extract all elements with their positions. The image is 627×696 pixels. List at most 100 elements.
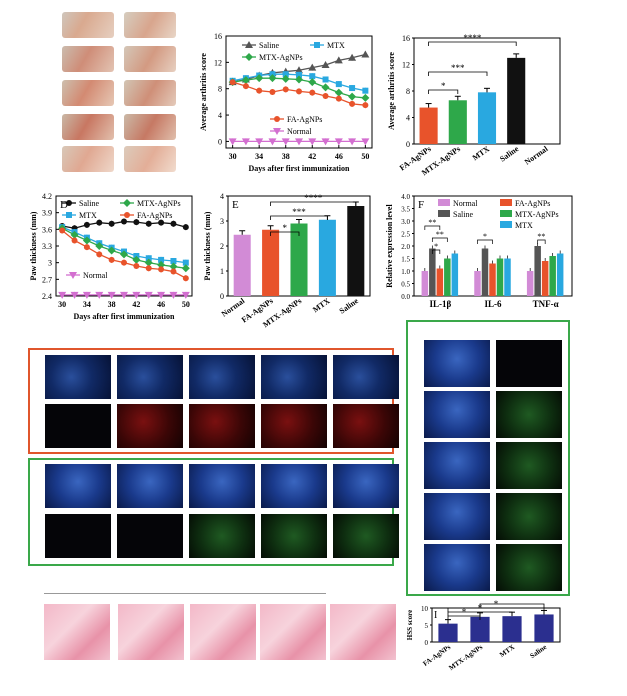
significance-bracket: [270, 201, 357, 206]
panel-label-D: D: [60, 199, 68, 211]
data-point: [83, 221, 90, 228]
significance-label: **: [508, 600, 518, 605]
green-marker-tile: [496, 442, 562, 489]
data-point: [70, 291, 79, 299]
significance-bracket: [424, 225, 441, 230]
panel-label-F: F: [418, 199, 424, 211]
data-point: [322, 76, 329, 83]
data-point: [241, 138, 250, 146]
x-axis-label: Days after first immunization: [249, 164, 351, 173]
data-point: [348, 53, 357, 61]
data-point: [170, 268, 177, 275]
legend-label: Normal: [453, 199, 478, 208]
data-point: [334, 56, 343, 64]
data-point: [108, 220, 115, 227]
significance-bracket: [428, 71, 488, 76]
x-tick-label: IL-1β: [429, 299, 451, 309]
data-point: [361, 50, 370, 58]
x-tick-label: 38: [282, 152, 290, 161]
significance-bracket: [428, 89, 459, 94]
x-tick-label: MTX: [471, 144, 492, 162]
data-point: [228, 138, 237, 146]
red-marker-tile: [45, 404, 111, 448]
bar: [318, 219, 336, 296]
significance-bracket: [477, 239, 493, 244]
x-tick-label: MTX-AgNPs: [447, 643, 484, 672]
dapi-tile: [45, 464, 111, 508]
data-point: [242, 83, 249, 90]
legend-marker: [314, 42, 320, 48]
data-point: [170, 258, 177, 264]
bar: [233, 234, 251, 296]
y-tick-label: 12: [402, 61, 410, 70]
data-point: [71, 237, 78, 244]
data-point: [229, 79, 236, 86]
legend-marker: [245, 53, 253, 61]
data-point: [349, 100, 356, 107]
legend-label: MTX: [515, 221, 533, 230]
x-tick-label: TNF-α: [533, 299, 559, 309]
data-point: [70, 230, 79, 239]
data-point: [144, 258, 153, 267]
significance-label: **: [537, 232, 545, 241]
data-point: [181, 264, 190, 273]
y-tick-label: 16: [214, 32, 222, 41]
data-point: [182, 275, 189, 282]
fluorescence-panel-green-right: [406, 320, 570, 596]
x-tick-label: MTX: [311, 296, 332, 314]
he-stain-image: [44, 604, 110, 660]
data-point: [295, 75, 303, 84]
y-tick-label: 4: [220, 192, 224, 201]
legend-marker: [274, 116, 280, 122]
y-tick-label: 3.9: [42, 209, 52, 218]
y-tick-label: 0: [218, 137, 222, 146]
y-tick-label: 3.6: [42, 225, 52, 234]
y-tick-label: 4: [218, 111, 222, 120]
dapi-tile: [117, 355, 183, 399]
dapi-tile: [424, 340, 490, 387]
data-point: [182, 224, 189, 231]
green-marker-tile: [189, 514, 255, 558]
data-point: [95, 291, 104, 299]
fluorescence-panel-red: [28, 348, 394, 454]
data-point: [181, 291, 190, 299]
legend-marker: [245, 41, 253, 48]
green-marker-tile: [45, 514, 111, 558]
legend-label: MTX-AgNPs: [137, 199, 181, 208]
data-point: [59, 227, 66, 234]
paw-photo: [124, 80, 176, 106]
y-tick-label: 5: [425, 622, 429, 630]
legend-swatch: [438, 199, 450, 206]
significance-label: **: [428, 218, 436, 227]
significance-label: *: [434, 242, 438, 251]
data-point: [255, 138, 264, 146]
data-point: [361, 93, 370, 102]
legend-swatch: [438, 210, 450, 217]
data-point: [269, 89, 276, 95]
dapi-tile: [333, 464, 399, 508]
data-point: [362, 87, 369, 94]
significance-bracket: [447, 615, 481, 620]
significance-bracket: [270, 231, 300, 236]
significance-bracket: [431, 249, 441, 254]
y-axis-label: Average arthritis score: [387, 52, 396, 130]
data-point: [282, 71, 289, 78]
data-point: [321, 83, 330, 92]
data-point: [321, 60, 330, 68]
data-point: [133, 219, 140, 226]
data-point: [158, 266, 165, 273]
bar: [534, 246, 541, 296]
dapi-tile: [261, 355, 327, 399]
data-point: [309, 89, 316, 96]
data-point: [170, 220, 177, 227]
red-marker-tile: [189, 404, 255, 448]
x-tick-label: Saline: [498, 144, 521, 164]
data-point: [157, 260, 166, 269]
bar: [502, 616, 522, 642]
he-stain-image: [118, 604, 184, 660]
dapi-tile: [189, 464, 255, 508]
y-tick-label: 1.5: [401, 256, 410, 264]
data-point: [107, 246, 116, 255]
divider-line: [44, 593, 326, 594]
